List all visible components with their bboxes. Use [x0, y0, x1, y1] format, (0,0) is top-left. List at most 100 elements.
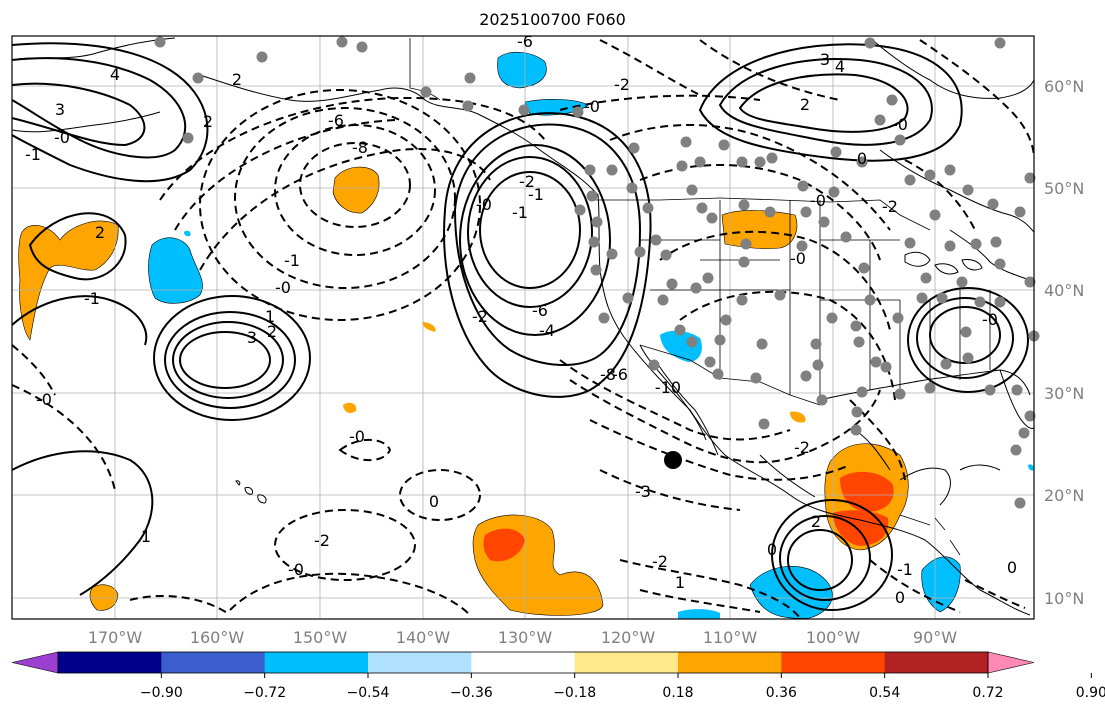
station-dot [870, 356, 882, 368]
axis-labels: 170°W 160°W 150°W 140°W 130°W 120°W 110°W 100°W… [88, 77, 1085, 647]
station-dot [591, 216, 603, 228]
contour-label: -6 [612, 365, 628, 384]
station-dot [738, 199, 750, 211]
station-dot [880, 361, 892, 373]
contour-dashed [599, 469, 741, 511]
colorbar: −0.90 −0.72 −0.54 −0.36 −0.18 0.18 0.36 0.54 0.7… [11, 651, 1105, 701]
station-dot [192, 72, 204, 84]
contour-solid [443, 112, 652, 398]
station-dot [1024, 276, 1036, 288]
station-dot [736, 156, 748, 168]
contour-label: -1 [284, 251, 300, 270]
station-dot [714, 334, 726, 346]
shade-red [832, 510, 889, 546]
station-dot [962, 184, 974, 196]
station-dot [606, 248, 618, 260]
colorbar-segment [884, 652, 989, 673]
shade-orange [343, 402, 357, 413]
station-dot [826, 312, 838, 324]
contour-label: -0 [476, 195, 492, 214]
station-dot [574, 204, 586, 216]
colorbar-segment [161, 652, 266, 673]
storm-marker [664, 451, 682, 469]
contour-label: 2 [203, 112, 213, 131]
shade-blue [148, 237, 203, 304]
station-dot [464, 72, 476, 84]
station-dot [1010, 444, 1022, 456]
contour-dashed [964, 579, 1026, 609]
contour-label: -0 [36, 390, 52, 409]
station-dot [810, 338, 822, 350]
colorbar-segment [471, 652, 576, 673]
station-dot [666, 278, 678, 290]
station-dot [987, 198, 999, 210]
height-contours [11, 39, 1035, 619]
contour-label: -10 [655, 378, 681, 397]
colorbar-tick-label: 0.90 [1076, 685, 1105, 701]
station-dot [816, 394, 828, 406]
station-dot [660, 249, 672, 261]
station-dot [894, 134, 906, 146]
station-dot [702, 272, 714, 284]
station-dot [1011, 384, 1023, 396]
contour-label: -3 [635, 482, 651, 501]
lon-tick-label: 170°W [88, 628, 143, 647]
station-dot [622, 292, 634, 304]
map-frame [11, 35, 1035, 620]
shade-blue [678, 609, 720, 619]
contour-solid [459, 144, 611, 336]
contour-label: 2 [267, 322, 277, 341]
contour-label: 0 [767, 540, 777, 559]
contour-dashed [869, 559, 961, 613]
shade-orange [332, 166, 380, 214]
contour-label: -2 [519, 172, 535, 191]
shade-orange [18, 220, 119, 341]
station-dot [420, 86, 432, 98]
contour-dashed [199, 89, 481, 321]
contour-solid [779, 515, 871, 601]
station-dot [990, 236, 1002, 248]
station-dot [718, 139, 730, 151]
colorbar-tick-label: 0.72 [972, 685, 1003, 701]
contour-solid [11, 82, 146, 147]
contour-solid [164, 311, 296, 409]
station-dot [920, 272, 932, 284]
station-dot [1014, 206, 1026, 218]
contour-dashed [919, 39, 1035, 156]
station-dot [720, 314, 732, 326]
station-dot [974, 296, 986, 308]
station-dot [853, 336, 865, 348]
station-dot [864, 37, 876, 49]
contour-solid [11, 295, 148, 346]
station-dot [962, 352, 974, 364]
station-dot [686, 336, 698, 348]
station-dot [740, 238, 752, 250]
station-dot [584, 164, 596, 176]
contour-label: 1 [675, 573, 685, 592]
contour-dashed [234, 107, 456, 289]
station-dot [892, 312, 904, 324]
contour-dashed [129, 594, 231, 616]
colorbar-tick-label: 0.54 [869, 685, 900, 701]
contour-label: -2 [882, 197, 898, 216]
station-dot [756, 338, 768, 350]
lat-tick-label: 40°N [1044, 281, 1084, 300]
contour-label: -1 [512, 203, 528, 222]
contour-dashed [619, 559, 801, 619]
station-dot [356, 41, 368, 53]
contour-label: -2 [314, 531, 330, 550]
colorbar-segment [264, 652, 369, 673]
contour-label: 3 [55, 100, 65, 119]
colorbar-tick-label: 0.18 [662, 685, 693, 701]
lon-tick-label: 90°W [913, 628, 957, 647]
lon-tick-label: 120°W [601, 628, 656, 647]
station-dot [256, 51, 268, 63]
contour-label: -0 [349, 427, 365, 446]
contour-label: -1 [528, 185, 544, 204]
contour-label: -2 [472, 307, 488, 326]
contour-solid [718, 58, 933, 146]
contour-dashed [589, 419, 851, 481]
shade-orange [721, 210, 798, 249]
station-dot [686, 184, 698, 196]
lon-tick-label: 150°W [293, 628, 348, 647]
